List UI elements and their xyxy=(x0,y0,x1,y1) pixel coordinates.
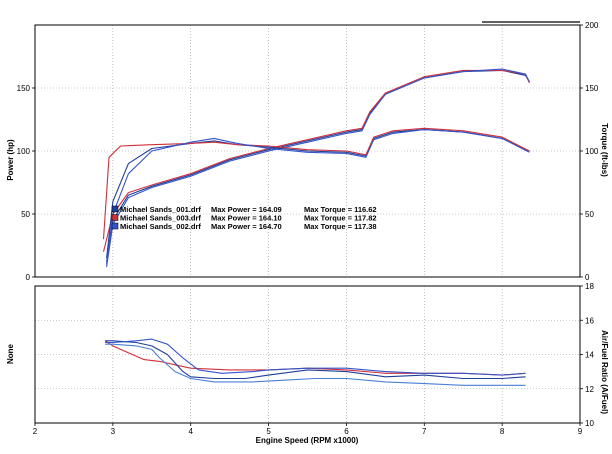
upper-grid xyxy=(35,25,580,277)
afr-tick-label: 18 xyxy=(585,282,594,291)
afr-tick-label: 14 xyxy=(585,351,594,360)
upper-series-line-3 xyxy=(106,68,530,267)
torque-axis-title: Torque (ft-lbs) xyxy=(600,123,609,177)
lower-grid xyxy=(35,286,580,423)
upper-series-line-1 xyxy=(106,69,530,262)
lower-series-line-2 xyxy=(105,340,526,380)
legend-file-label: Michael Sands_003.drf xyxy=(120,214,201,223)
torque-tick-label: 0 xyxy=(585,273,590,282)
torque-tick-label: 50 xyxy=(585,210,594,219)
afr-axis-title: Air/Fuel Ratio (A/Fuel) xyxy=(600,330,609,414)
x-tick-label: 5 xyxy=(266,427,271,436)
upper-series-line-6 xyxy=(106,129,530,265)
legend-max-power: Max Power = 164.70 xyxy=(211,222,282,231)
lower-series-group xyxy=(104,338,526,386)
x-axis-title: Engine Speed (RPM x1000) xyxy=(256,436,359,445)
legend-swatch xyxy=(111,214,119,221)
power-tick-label: 100 xyxy=(17,147,31,156)
legend-swatch xyxy=(111,205,119,213)
legend-file-label: Michael Sands_001.drf xyxy=(120,205,201,214)
legend-swatch xyxy=(111,222,119,230)
legend-max-power: Max Power = 164.10 xyxy=(211,214,282,223)
legend-file-label: Michael Sands_002.drf xyxy=(120,222,201,231)
upper-series-line-4 xyxy=(106,129,530,259)
power-axis-title: Power (hp) xyxy=(6,139,15,181)
torque-tick-label: 200 xyxy=(585,21,599,30)
power-tick-label: 150 xyxy=(17,84,31,93)
x-tick-label: 6 xyxy=(344,427,349,436)
afr-tick-label: 10 xyxy=(585,419,594,428)
none-axis-title: None xyxy=(6,343,15,364)
x-tick-label: 7 xyxy=(422,427,427,436)
legend-max-torque: Max Torque = 117.38 xyxy=(304,222,377,231)
legend-max-power: Max Power = 164.09 xyxy=(211,205,282,214)
power-tick-label: 50 xyxy=(21,210,30,219)
lower-series-line-3 xyxy=(105,338,526,376)
lower-ticks: 10 12 14 16 18 2 3 4 5 6 7 8 9 xyxy=(33,282,595,436)
upper-series-line-5 xyxy=(102,127,530,240)
x-tick-label: 3 xyxy=(111,427,116,436)
upper-ticks: 0 50 100 150 0 50 100 150 200 xyxy=(17,21,599,282)
x-tick-label: 4 xyxy=(188,427,193,436)
legend-max-torque: Max Torque = 117.82 xyxy=(304,214,377,223)
lower-series-line-4 xyxy=(105,343,526,386)
afr-tick-label: 16 xyxy=(585,316,594,325)
legend: Michael Sands_001.drf Max Power = 164.09 M… xyxy=(111,205,377,231)
upper-series-group xyxy=(102,68,530,267)
torque-tick-label: 100 xyxy=(585,147,599,156)
x-tick-label: 8 xyxy=(500,427,505,436)
power-tick-label: 0 xyxy=(26,273,31,282)
x-tick-label: 2 xyxy=(33,427,38,436)
torque-tick-label: 150 xyxy=(585,84,599,93)
x-tick-label: 9 xyxy=(578,427,583,436)
afr-tick-label: 12 xyxy=(585,385,594,394)
legend-max-torque: Max Torque = 116.62 xyxy=(304,205,377,214)
